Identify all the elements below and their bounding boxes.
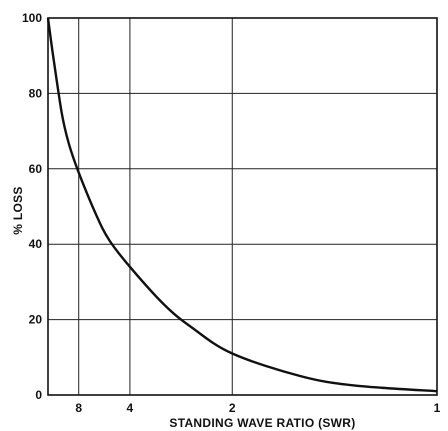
- x-tick-label: 2: [229, 401, 236, 415]
- y-tick-label: 100: [22, 11, 42, 25]
- x-tick-label: 4: [127, 401, 134, 415]
- x-tick-label: 1: [434, 401, 441, 415]
- y-tick-label: 40: [29, 237, 43, 251]
- x-tick-labels: 8 4 2 1: [75, 401, 440, 415]
- plot-frame: [47, 17, 438, 396]
- y-tick-labels: 0 20 40 60 80 100: [22, 11, 42, 402]
- y-axis-title: % LOSS: [11, 186, 25, 234]
- y-tick-label: 80: [29, 86, 43, 100]
- x-tick-label: 8: [75, 401, 82, 415]
- grid: [48, 17, 438, 396]
- y-tick-label: 0: [35, 388, 42, 402]
- loss-curve: [46, 17, 438, 393]
- x-axis-title: STANDING WAVE RATIO (SWR): [169, 416, 355, 430]
- y-tick-label: 60: [29, 162, 43, 176]
- y-tick-label: 20: [29, 313, 43, 327]
